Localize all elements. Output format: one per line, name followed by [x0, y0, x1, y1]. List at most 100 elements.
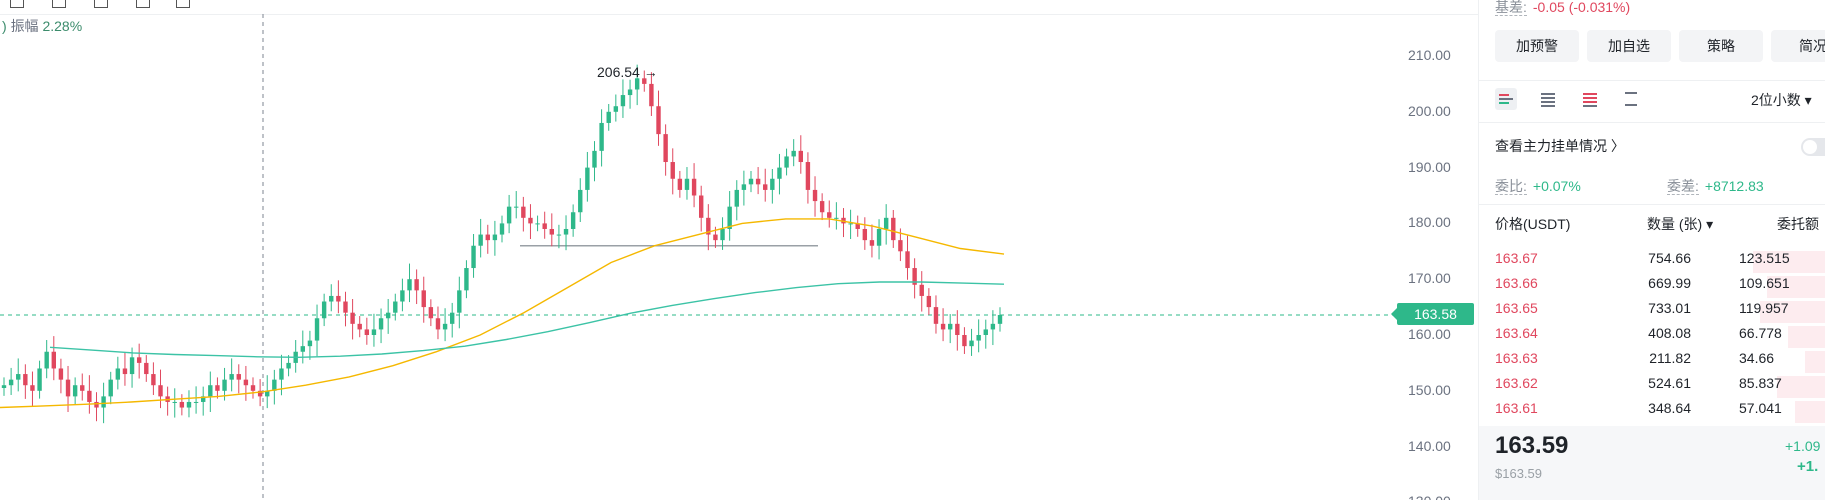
candle-body	[514, 206, 519, 208]
candle-body	[948, 323, 953, 330]
candle-body	[158, 385, 163, 397]
candle-body	[321, 301, 327, 319]
ask-row[interactable]: 163.66 669.99 109.651	[1479, 275, 1825, 300]
qty-column-header[interactable]: 数量 (张) ▾	[1647, 216, 1714, 232]
candle-body	[570, 212, 576, 229]
candle-body	[891, 217, 896, 241]
candle-body	[23, 374, 28, 386]
candle-body	[933, 307, 939, 324]
ask-row[interactable]: 163.65 733.01 119.957	[1479, 300, 1825, 325]
amplitude-readout: ) 振幅 2.28%	[2, 18, 83, 34]
decimals-dropdown[interactable]: 2位小数 ▾	[1751, 92, 1812, 108]
candle-body	[827, 212, 832, 218]
y-tick-label: 170.00	[1408, 270, 1451, 287]
candle-body	[357, 323, 362, 330]
undo-icon[interactable]	[136, 0, 150, 8]
candle-body	[222, 379, 227, 391]
candle-body	[94, 401, 99, 408]
candlestick-plot[interactable]	[0, 0, 1478, 500]
candle-body	[58, 368, 64, 380]
candle-body	[414, 279, 419, 291]
last-price: 163.59	[1495, 432, 1569, 459]
candle-body	[186, 401, 192, 408]
candle-body	[677, 178, 683, 190]
drawing-tool-icon[interactable]	[52, 0, 66, 8]
indicator-icon[interactable]	[10, 0, 24, 8]
kline-chart[interactable]: ) 振幅 2.28% 206.54 → 210.00 200.00 190.00 18…	[0, 0, 1478, 500]
candle-body	[620, 95, 626, 107]
depth-bar	[1777, 376, 1825, 398]
candle-body	[812, 189, 818, 202]
candle-body	[492, 234, 498, 241]
ask-row[interactable]: 163.64 408.08 66.778	[1479, 325, 1825, 350]
main-force-toggle[interactable]	[1801, 138, 1825, 156]
ask-qty: 669.99	[1648, 275, 1691, 291]
candle-body	[8, 379, 14, 386]
orderbook-view-switcher: 2位小数 ▾	[1495, 88, 1825, 112]
view-asks-icon[interactable]	[1579, 88, 1601, 110]
add-alert-button[interactable]: 加预警	[1495, 30, 1579, 62]
candle-body	[663, 134, 668, 163]
ask-price: 163.62	[1495, 375, 1538, 391]
candle-body	[834, 217, 839, 219]
candle-body	[606, 111, 611, 123]
candle-body	[265, 390, 270, 397]
candle-body	[585, 167, 590, 190]
depth-bar	[1753, 251, 1825, 273]
expand-icon[interactable]	[1621, 88, 1643, 110]
candle-body	[912, 268, 917, 285]
candle-body	[969, 340, 974, 347]
main-force-orders-link[interactable]: 查看主力挂单情况 〉	[1495, 138, 1625, 154]
candle-body	[535, 223, 540, 225]
candle-body	[848, 223, 853, 225]
view-both-icon[interactable]	[1495, 88, 1517, 110]
view-list-icon[interactable]	[1537, 88, 1559, 110]
candle-body	[642, 78, 647, 84]
ask-amount: 85.837	[1739, 375, 1782, 391]
depth-bar	[1794, 401, 1825, 423]
overview-button[interactable]: 简况	[1771, 30, 1825, 62]
ask-row[interactable]: 163.63 211.82 34.66	[1479, 350, 1825, 375]
y-tick-label: 160.00	[1408, 326, 1451, 342]
candle-body	[329, 295, 334, 302]
candle-body	[983, 329, 988, 335]
ask-row[interactable]: 163.61 348.64 57.041	[1479, 400, 1825, 425]
candle-body	[748, 178, 754, 185]
ask-row[interactable]: 163.62 524.61 85.837	[1479, 375, 1825, 400]
candle-body	[862, 228, 868, 241]
ask-qty: 408.08	[1648, 325, 1691, 341]
candle-body	[115, 368, 121, 380]
ask-price: 163.63	[1495, 350, 1538, 366]
candle-body	[272, 379, 277, 391]
candle-body	[215, 385, 220, 391]
candle-body	[613, 106, 619, 112]
candle-body	[243, 379, 249, 386]
candle-body	[905, 251, 910, 269]
candle-body	[307, 340, 313, 347]
ask-qty: 524.61	[1648, 375, 1691, 391]
candle-body	[684, 178, 690, 190]
compare-icon[interactable]	[94, 0, 108, 8]
candle-body	[898, 240, 903, 252]
candle-body	[656, 106, 661, 135]
ask-row[interactable]: 163.67 754.66 123.515	[1479, 250, 1825, 275]
candle-body	[592, 150, 597, 168]
candle-body	[720, 228, 725, 241]
candle-body	[250, 385, 256, 391]
screenshot-icon[interactable]	[176, 0, 190, 8]
y-tick-label: 200.00	[1408, 102, 1451, 119]
depth-bar	[1805, 351, 1825, 373]
candle-body	[883, 217, 889, 229]
ask-price: 163.64	[1495, 325, 1538, 341]
candle-body	[428, 307, 434, 319]
ask-amount: 119.957	[1739, 300, 1789, 316]
candle-body	[599, 122, 604, 151]
candle-body	[997, 315, 1003, 324]
add-watchlist-button[interactable]: 加自选	[1587, 30, 1671, 62]
candle-body	[343, 301, 348, 313]
amount-column-header: 委托额	[1777, 216, 1819, 232]
candle-body	[457, 290, 462, 313]
strategy-button[interactable]: 策略	[1679, 30, 1763, 62]
candle-body	[556, 234, 562, 236]
candle-body	[30, 385, 35, 391]
